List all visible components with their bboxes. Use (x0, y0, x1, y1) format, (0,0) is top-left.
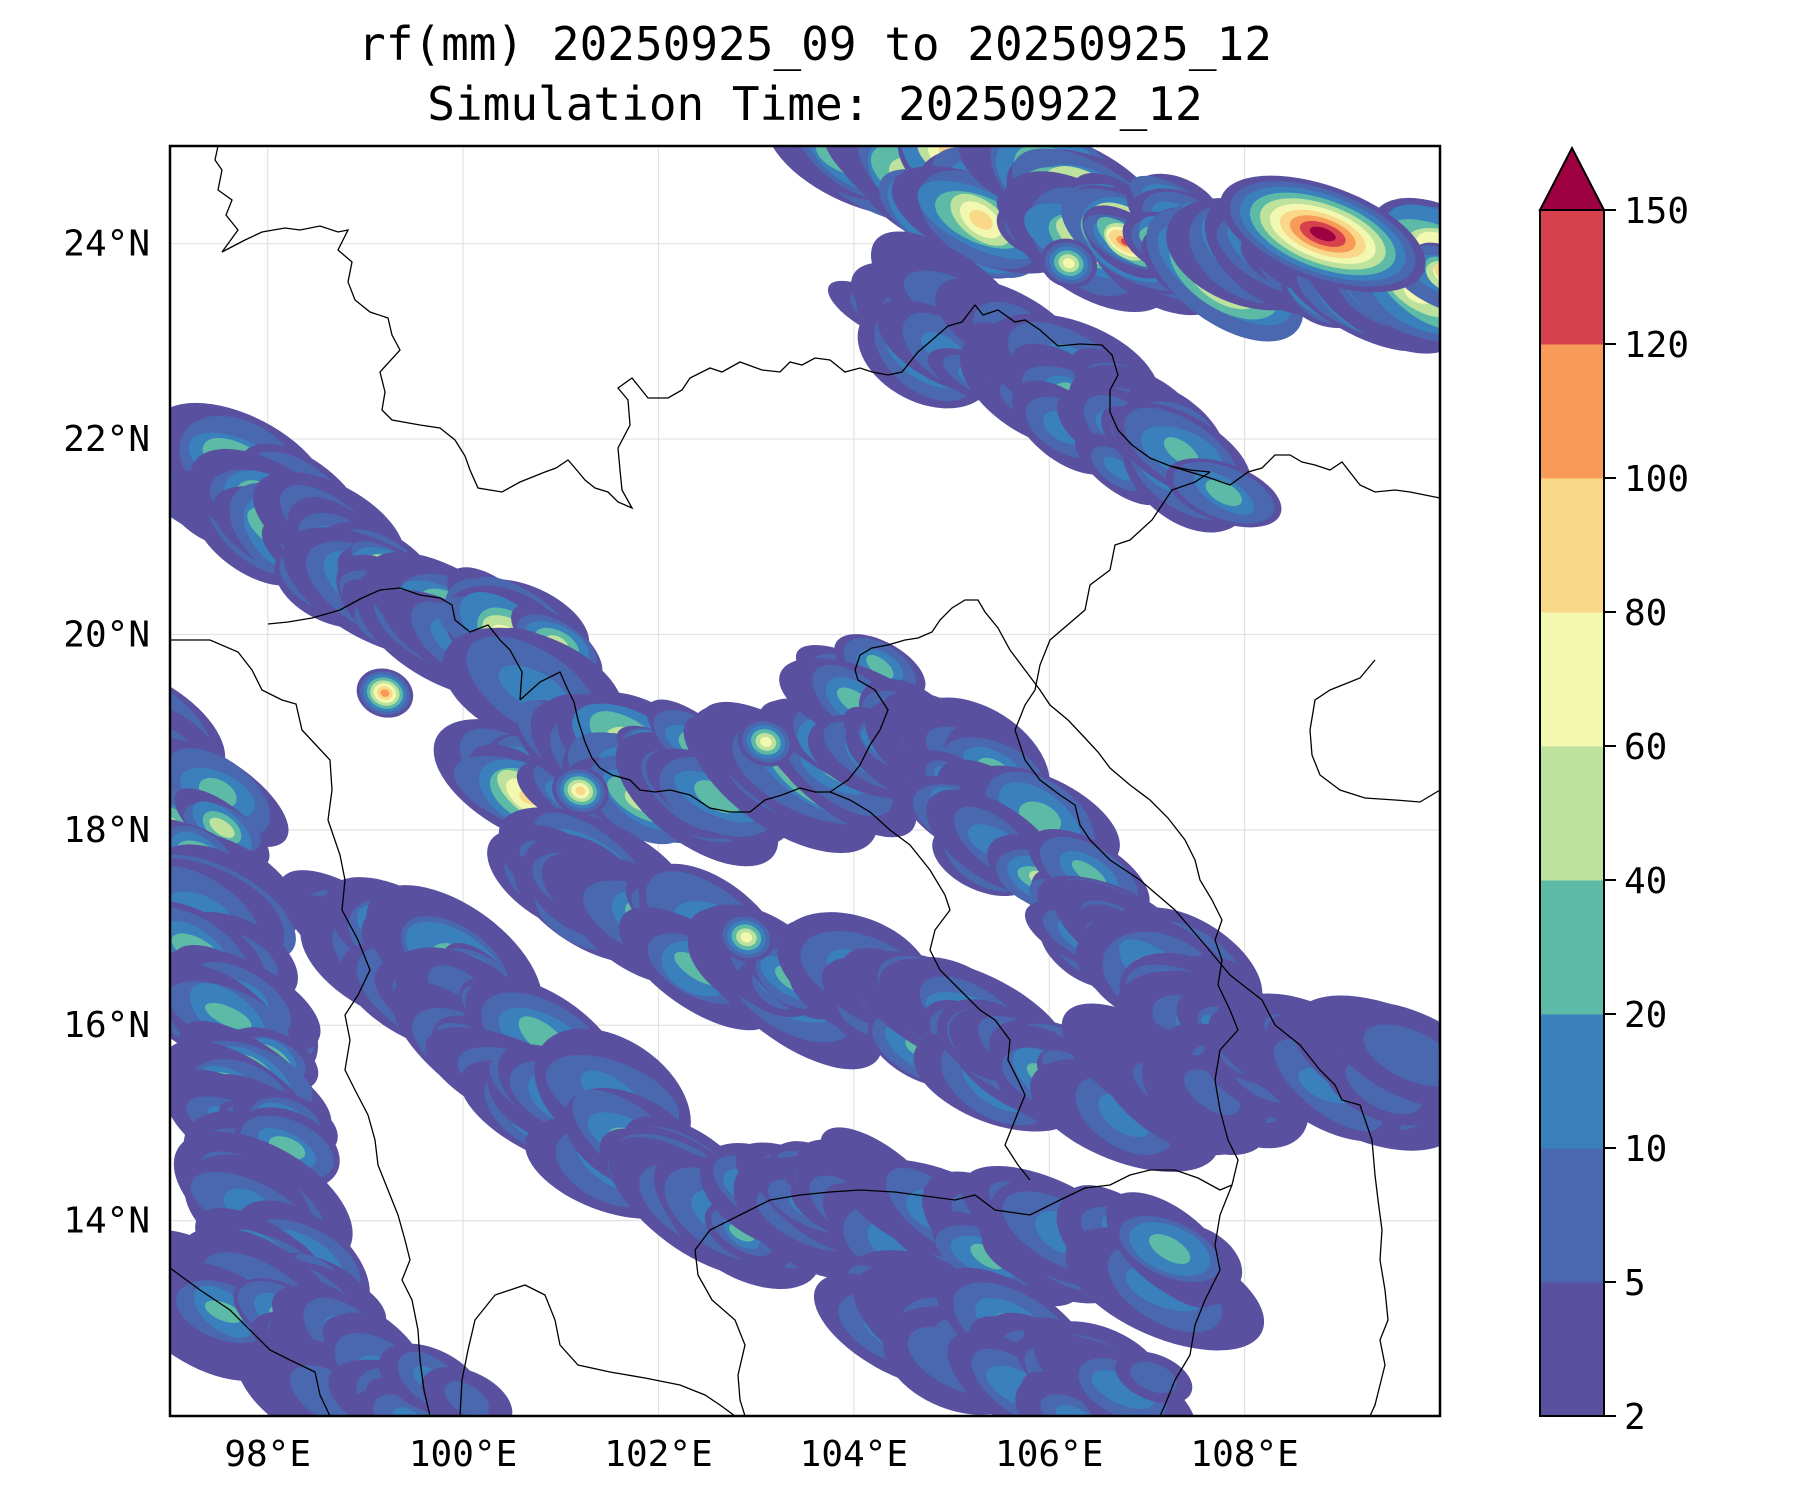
rain-blob (1309, 226, 1336, 242)
rain-blob (373, 1394, 447, 1416)
rain-blob (205, 1002, 252, 1030)
vietnam-coast (1014, 471, 1389, 1416)
rain-blob (575, 786, 586, 796)
andaman-coast (170, 1267, 331, 1416)
colorbar-segment (1540, 344, 1604, 479)
rain-blob (1103, 456, 1135, 481)
laos-vietnam-border (829, 599, 1239, 1186)
lon-tick-label: 100°E (409, 1434, 517, 1475)
chart-title-line1: rf(mm) 20250925_09 to 20250925_12 (358, 17, 1272, 71)
rain-blob (380, 689, 390, 697)
rain-blob (1040, 1394, 1110, 1416)
colorbar-tick-label: 20 (1624, 995, 1667, 1036)
colorbar-tick-label: 150 (1624, 191, 1689, 232)
rain-blob (1098, 1093, 1151, 1138)
china-boundary (214, 146, 1211, 510)
colorbar-segment (1540, 1282, 1604, 1417)
lon-tick-label: 98°E (224, 1434, 311, 1475)
laos-mekong-border (829, 791, 1031, 1181)
rain-blob (729, 1223, 755, 1242)
hainan-coast (1309, 659, 1440, 803)
cambodia-north-border (694, 1169, 1233, 1251)
thailand-inner-coast (459, 1284, 736, 1416)
lat-tick-label: 24°N (63, 224, 150, 265)
colorbar-tick-label: 40 (1624, 861, 1667, 902)
lat-tick-label: 18°N (63, 810, 150, 851)
rain-blob (1205, 479, 1243, 507)
colorbar: 2 5 10 20 40 60 80 100 120 150 (1538, 145, 1689, 1438)
map-frame (168, 144, 1442, 1418)
lat-tick-label: 20°N (63, 614, 150, 655)
myanmar-thailand-border (170, 639, 431, 1416)
rain-blob (1055, 1404, 1094, 1416)
colorbar-segment (1540, 880, 1604, 1015)
thailand-laos-north-border (519, 671, 830, 813)
rain-blob (694, 780, 741, 814)
cambodia-east-border (1159, 1184, 1233, 1416)
colorbar-tick-label: 80 (1624, 593, 1667, 634)
rain-maximum (1219, 175, 1426, 293)
rain-maximum (737, 717, 795, 767)
lat-tick-label: 14°N (63, 1201, 150, 1242)
lon-tick-label: 106°E (995, 1434, 1103, 1475)
thailand-cambodia-border (694, 1249, 746, 1416)
rain-band (1061, 993, 1440, 1156)
rain-blob (866, 654, 894, 679)
country-borders (170, 146, 1440, 1416)
colorbar-frame (1539, 209, 1605, 1417)
colorbar-tick-label: 60 (1624, 727, 1667, 768)
rain-blob (1184, 1069, 1240, 1116)
rain-blob (969, 209, 993, 230)
rainfall-field (125, 146, 1457, 1416)
rain-maximum (356, 668, 414, 718)
rain-blob (444, 1381, 490, 1416)
coast-gulf-north (1169, 454, 1440, 499)
rain-maximum (1040, 238, 1098, 288)
map-area (125, 146, 1457, 1416)
rain-blob (740, 932, 753, 943)
chart-title-line2: Simulation Time: 20250922_12 (427, 77, 1203, 131)
colorbar-tick-label: 10 (1624, 1129, 1667, 1170)
rain-blob (1062, 258, 1075, 269)
colorbar-segment (1540, 210, 1604, 345)
colorbar-tick-label: 2 (1624, 1397, 1646, 1438)
rain-blob (1020, 1371, 1129, 1416)
colorbar-tick-label: 120 (1624, 325, 1689, 366)
rain-blob (204, 1300, 243, 1323)
rain-band (700, 1127, 1265, 1351)
rain-blob (209, 817, 235, 838)
colorbar-extend-arrow (1538, 145, 1606, 211)
colorbar-segment (1540, 612, 1604, 747)
rain-blob (1363, 1024, 1440, 1087)
lon-tick-label: 108°E (1190, 1434, 1298, 1475)
colorbar-segment (1540, 1148, 1604, 1283)
lon-tick-label: 102°E (604, 1434, 712, 1475)
rain-maximum (552, 766, 609, 816)
lat-tick-label: 16°N (63, 1005, 150, 1046)
rain-band (170, 1227, 513, 1416)
colorbar-segment (1540, 1014, 1604, 1149)
rain-blob (1149, 1234, 1191, 1265)
colorbar-segment (1540, 746, 1604, 881)
rain-blob (760, 736, 772, 748)
x-axis-lon: 98°E 100°E 102°E 104°E 106°E 108°E (224, 1434, 1298, 1475)
rain-blob (1130, 1361, 1178, 1394)
y-axis-lat: 14°N 16°N 18°N 20°N 22°N 24°N (63, 224, 150, 1242)
lon-tick-label: 104°E (800, 1434, 908, 1475)
rain-maximum (718, 912, 775, 962)
lat-tick-label: 22°N (63, 419, 150, 460)
rain-blob (1091, 1370, 1154, 1410)
colorbar-tick-label: 5 (1624, 1263, 1646, 1304)
rain-blob (1444, 272, 1457, 283)
myanmar-china-laos-border (267, 587, 523, 701)
colorbar-segment (1540, 478, 1604, 613)
rain-band (827, 231, 1282, 533)
rain-blob (135, 780, 166, 808)
colorbar-tick-label: 100 (1624, 459, 1689, 500)
rain-blob (125, 760, 171, 803)
